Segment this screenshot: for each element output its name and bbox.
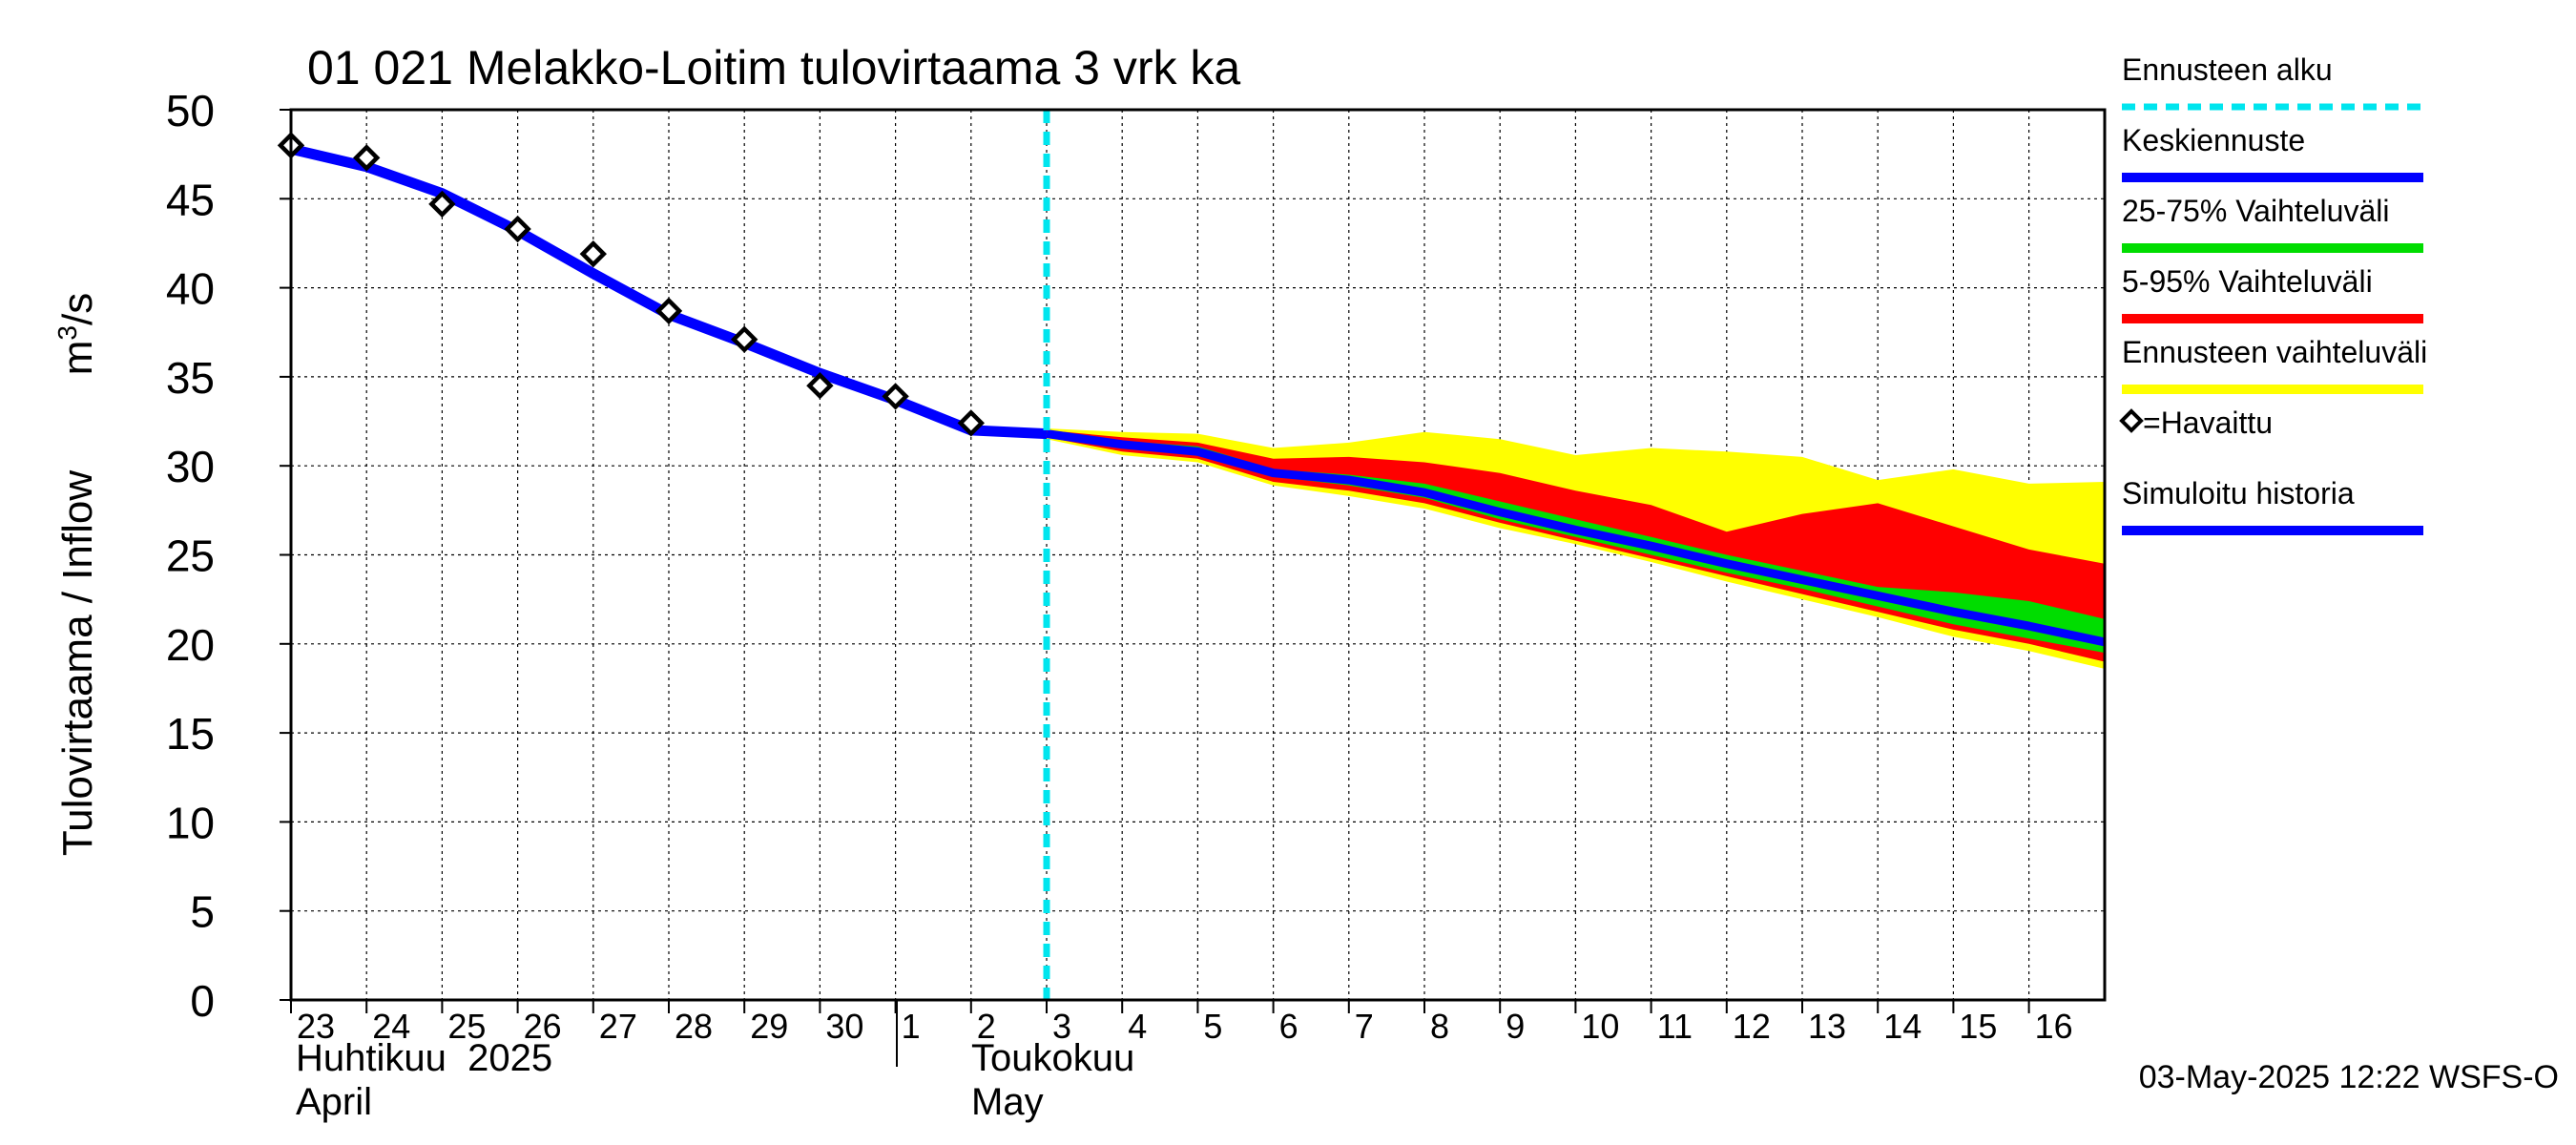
x-tick-label-24: 24 (372, 1007, 410, 1046)
x-tick-label-2: 2 (977, 1007, 996, 1046)
x-tick-label-28: 28 (675, 1007, 713, 1046)
x-tick-label-13: 13 (1808, 1007, 1846, 1046)
timestamp-label: 03-May-2025 12:22 WSFS-O (2139, 1059, 2559, 1095)
observed-point-2025-05-02 (957, 409, 985, 437)
legend-label-6: Simuloitu historia (2122, 476, 2355, 510)
legend-marker-observed (2119, 408, 2144, 433)
x-tick-label-1: 1 (902, 1007, 921, 1046)
x-tick-label-23: 23 (297, 1007, 335, 1046)
legend-label-0: Ennusteen alku (2122, 52, 2333, 87)
y-tick-label-35: 35 (166, 353, 215, 403)
y-tick-label-15: 15 (166, 709, 215, 759)
y-tick-label-50: 50 (166, 86, 215, 135)
month-label-may-en: May (971, 1081, 1044, 1123)
observed-point-2025-05-01 (882, 383, 909, 410)
observed-point-2025-04-26 (504, 215, 531, 243)
x-tick-label-12: 12 (1733, 1007, 1771, 1046)
legend-label-4: Ennusteen vaihteluväli (2122, 335, 2427, 369)
legend-label-2: 25-75% Vaihteluväli (2122, 194, 2389, 228)
y-tick-label-45: 45 (166, 175, 215, 224)
month-label-april-en: April (296, 1081, 372, 1123)
x-tick-label-10: 10 (1581, 1007, 1619, 1046)
x-tick-label-4: 4 (1128, 1007, 1147, 1046)
observed-point-2025-04-28 (654, 297, 683, 325)
observed-point-2025-04-25 (428, 190, 456, 219)
month-label-april-fi: Huhtikuu 2025 (296, 1037, 552, 1079)
x-tick-label-3: 3 (1052, 1007, 1071, 1046)
x-tick-label-29: 29 (750, 1007, 788, 1046)
observed-point-2025-04-27 (579, 239, 607, 268)
mean-forecast-line (1046, 429, 2106, 647)
y-tick-label-20: 20 (166, 620, 215, 670)
y-tick-label-5: 5 (190, 887, 215, 937)
x-tick-label-26: 26 (524, 1007, 562, 1046)
x-tick-label-16: 16 (2035, 1007, 2073, 1046)
x-tick-label-14: 14 (1883, 1007, 1922, 1046)
x-tick-label-9: 9 (1506, 1007, 1525, 1046)
y-tick-label-0: 0 (190, 976, 215, 1026)
band-5-95 (1047, 429, 2105, 662)
x-tick-label-8: 8 (1430, 1007, 1449, 1046)
y-tick-labels: 0 5 10 15 20 25 30 35 40 45 50 (166, 86, 291, 1026)
y-tick-label-25: 25 (166, 531, 215, 581)
observed-point-2025-04-29 (731, 325, 758, 353)
x-tick-labels: 23 24 25 26 27 28 29 30 1 2 3 4 5 6 7 8 9 10 11 12 13 14 15 16 (290, 1000, 2073, 1046)
y-tick-label-30: 30 (166, 442, 215, 491)
y-tick-label-10: 10 (166, 798, 215, 847)
y-tick-label-40: 40 (166, 264, 215, 314)
x-tick-label-27: 27 (599, 1007, 637, 1046)
legend-label-observed: =Havaittu (2143, 406, 2273, 440)
band-forecast-range (1047, 428, 2105, 669)
x-tick-label-30: 30 (825, 1007, 863, 1046)
x-tick-label-7: 7 (1355, 1007, 1374, 1046)
legend-label-1: Keskiennuste (2122, 123, 2305, 157)
legend: Ennusteen alku Keskiennuste 25-75% Vaihtel… (2119, 52, 2427, 535)
x-tick-label-11: 11 (1657, 1007, 1693, 1046)
chart-title: 01 021 Melakko-Loitim tulovirtaama 3 vrk… (307, 41, 1240, 94)
x-tick-label-15: 15 (1959, 1007, 1997, 1046)
band-25-75 (1047, 431, 2105, 654)
x-tick-label-5: 5 (1203, 1007, 1222, 1046)
y-axis-label: Tulovirtaama / Inflow (54, 470, 101, 857)
month-label-may-fi: Toukokuu (971, 1037, 1134, 1079)
forecast-bands (1047, 428, 2105, 669)
observed-point-2025-04-30 (806, 372, 834, 400)
y-axis-unit: m3/s (52, 293, 101, 375)
legend-label-3: 5-95% Vaihteluväli (2122, 264, 2373, 299)
x-tick-label-25: 25 (447, 1007, 486, 1046)
x-tick-label-6: 6 (1279, 1007, 1298, 1046)
observed-point-2025-04-24 (353, 144, 381, 172)
